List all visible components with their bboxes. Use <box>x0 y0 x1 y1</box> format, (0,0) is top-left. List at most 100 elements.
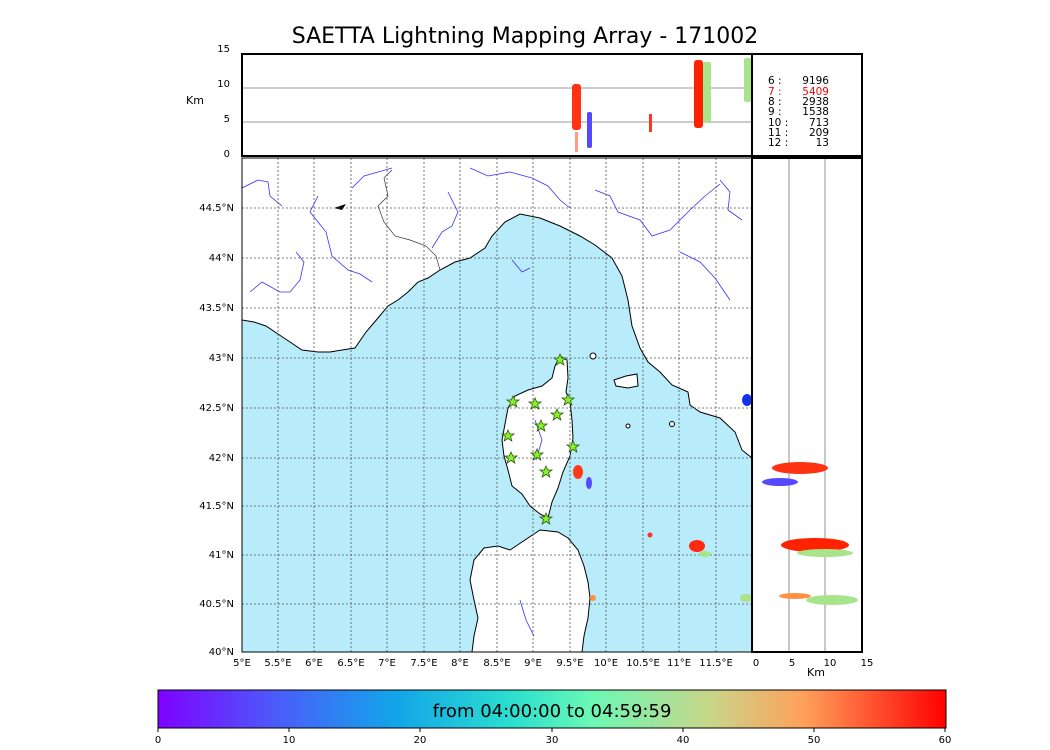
tick-label: 43°N <box>209 353 234 364</box>
lon-altitude-panel <box>241 53 753 157</box>
stats-box <box>751 53 863 157</box>
map-panel <box>242 158 752 652</box>
stat-value: 13 <box>816 137 829 149</box>
rivers <box>242 167 743 637</box>
lightning-sources-map <box>573 394 752 602</box>
station-star <box>538 512 554 525</box>
tick-label: 5 <box>224 114 230 125</box>
top-alt-ticks: 15 10 5 0 <box>217 44 230 160</box>
station-star <box>500 429 516 442</box>
tick-label: 15 <box>861 658 874 669</box>
source-cluster-green <box>740 594 752 602</box>
right-alt-ticks: 0 5 10 15 <box>753 658 874 669</box>
tick-label: 10°E <box>594 658 618 669</box>
stat-label: 12 : <box>768 137 788 149</box>
tick-label: 40 <box>677 735 690 746</box>
montecristo-island <box>625 423 631 429</box>
stats-table: 6 : 9196 7 : 5409 8 : 2938 9 : 1538 10 :… <box>768 75 829 149</box>
stat-value: 713 <box>809 117 829 129</box>
alt-cluster-red <box>649 114 652 132</box>
country-border <box>377 169 441 271</box>
alt-cluster-red <box>772 462 828 474</box>
source-cluster-red <box>573 465 583 479</box>
tick-label: 7.5°E <box>410 658 437 669</box>
tick-label: 0 <box>155 735 161 746</box>
giglio-island <box>669 421 675 427</box>
lma-stations <box>500 353 581 525</box>
alt-cluster-blue <box>762 478 798 486</box>
tick-label: 50 <box>808 735 821 746</box>
alt-unit-label: Km <box>186 94 204 107</box>
lon-ticks: 5°E 5.5°E 6°E 6.5°E 7°E 7.5°E 8°E 8.5°E … <box>233 658 733 669</box>
stat-value: 5409 <box>802 86 829 98</box>
tick-label: 43.5°N <box>199 303 234 314</box>
tick-label: 44.5°N <box>199 203 234 214</box>
tick-label: 15 <box>217 44 230 55</box>
tick-label: 40.5°N <box>199 599 234 610</box>
tick-label: 8.5°E <box>483 658 510 669</box>
tick-label: 41°N <box>209 550 234 561</box>
tick-label: 5°E <box>233 658 251 669</box>
tick-label: 60 <box>939 735 952 746</box>
mainland-land <box>242 158 752 459</box>
station-star <box>538 465 554 478</box>
station-star <box>529 448 545 461</box>
source-cluster-blue <box>742 394 752 406</box>
stat-label: 11 : <box>768 127 788 139</box>
source-dot-red <box>647 532 653 538</box>
alt-cluster-green <box>703 62 711 122</box>
tick-label: 5 <box>789 658 795 669</box>
capraia-island <box>589 352 597 360</box>
station-star <box>565 440 581 453</box>
tick-label: 42.5°N <box>199 403 234 414</box>
alt-cluster-blue <box>587 112 592 148</box>
tick-label: 6.5°E <box>337 658 364 669</box>
tick-label: 0 <box>753 658 759 669</box>
alt-cluster-orange <box>779 593 811 599</box>
source-cluster-blue <box>586 477 592 489</box>
tick-label: 30 <box>546 735 559 746</box>
station-star <box>503 451 519 464</box>
tick-label: 42°N <box>209 453 234 464</box>
stat-label: 10 : <box>768 117 788 129</box>
stat-value: 2938 <box>802 96 829 108</box>
sardinia-island <box>469 529 591 652</box>
colorbar-tick-labels: 0 10 20 30 40 50 60 <box>155 735 952 746</box>
lake <box>334 204 346 210</box>
tick-label: 10 <box>217 79 230 90</box>
station-star <box>549 408 565 421</box>
lat-ticks: 44.5°N 44°N 43.5°N 43°N 42.5°N 42°N 41.5… <box>199 203 234 658</box>
station-star <box>533 419 549 432</box>
tick-label: 20 <box>414 735 427 746</box>
tick-label: 10 <box>283 735 296 746</box>
right-alt-unit-label: Km <box>807 666 825 679</box>
alt-cluster-red <box>781 538 849 552</box>
alt-cluster-red-faint <box>575 132 578 152</box>
tick-label: 8°E <box>451 658 469 669</box>
source-cluster-red <box>689 540 705 552</box>
tick-label: 40°N <box>209 647 234 658</box>
alt-cluster-red <box>694 60 703 128</box>
alt-cluster-green <box>744 58 751 102</box>
tick-label: 9°E <box>524 658 542 669</box>
elba-island <box>613 373 639 389</box>
map-grid <box>242 158 752 652</box>
stat-label: 9 : <box>768 106 782 118</box>
colorbar-label: from 04:00:00 to 04:59:59 <box>432 701 672 722</box>
stat-label: 7 : <box>768 86 782 98</box>
stat-value: 9196 <box>802 75 829 87</box>
tick-label: 11.5°E <box>699 658 733 669</box>
tick-label: 0 <box>224 149 230 160</box>
tick-label: 10.5°E <box>626 658 660 669</box>
tick-label: 44°N <box>209 253 234 264</box>
source-cluster-green <box>699 551 711 557</box>
alt-cluster-green <box>806 595 858 605</box>
colorbar-ticks <box>157 728 946 732</box>
tick-label: 6°E <box>305 658 323 669</box>
tick-label: 5.5°E <box>264 658 291 669</box>
tick-label: 41.5°N <box>199 501 234 512</box>
stat-value: 1538 <box>802 106 829 118</box>
station-star <box>560 393 576 406</box>
alt-cluster-red <box>572 84 581 130</box>
